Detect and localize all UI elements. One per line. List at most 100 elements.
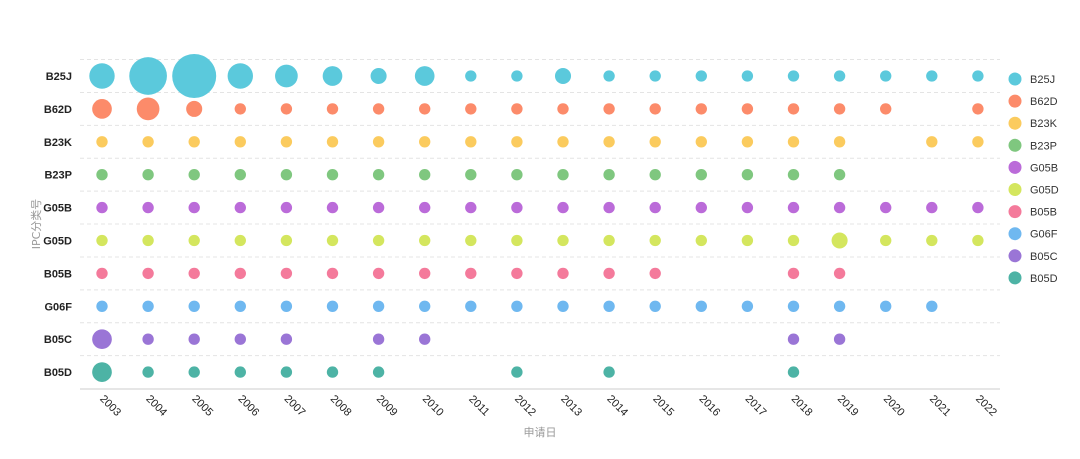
legend-item-g05d[interactable]: G05D	[1008, 183, 1059, 197]
bubble-g05d-2005[interactable]	[188, 234, 200, 247]
bubble-g06f-2011[interactable]	[465, 300, 477, 312]
bubble-b23p-2007[interactable]	[280, 169, 293, 181]
legend[interactable]: B25J B62D B23K B23P G05B G05D B05B G06F B05C B05D	[1008, 72, 1059, 285]
bubble-g05b-2003[interactable]	[96, 201, 108, 214]
bubble-g05b-2010[interactable]	[419, 201, 431, 214]
bubble-b62d-2016[interactable]	[695, 103, 707, 115]
bubble-b25j-2005[interactable]	[172, 54, 217, 98]
bubble-b23p-2019[interactable]	[833, 169, 846, 181]
bubble-g05d-2020[interactable]	[880, 234, 892, 247]
bubble-g05d-2008[interactable]	[326, 234, 339, 247]
bubble-b05d-2005[interactable]	[188, 366, 200, 378]
bubble-g05b-2018[interactable]	[787, 201, 800, 214]
bubble-b23k-2019[interactable]	[833, 136, 846, 148]
bubble-b62d-2018[interactable]	[787, 103, 800, 115]
bubble-b62d-2015[interactable]	[649, 103, 661, 115]
bubble-b23k-2018[interactable]	[787, 136, 800, 148]
bubble-b23k-2017[interactable]	[741, 136, 754, 148]
bubble-b62d-2009[interactable]	[372, 103, 385, 115]
bubble-g05b-2012[interactable]	[511, 201, 523, 214]
bubble-b05b-2006[interactable]	[234, 267, 246, 280]
bubble-b23k-2012[interactable]	[511, 136, 523, 148]
bubble-g05b-2020[interactable]	[880, 201, 892, 214]
bubble-b62d-2011[interactable]	[465, 103, 477, 115]
bubble-b23p-2012[interactable]	[511, 169, 523, 181]
bubble-g05b-2014[interactable]	[603, 201, 615, 214]
bubble-b05b-2004[interactable]	[142, 267, 154, 280]
bubble-b23p-2006[interactable]	[234, 169, 246, 181]
bubble-g06f-2004[interactable]	[142, 300, 154, 312]
bubble-b23k-2006[interactable]	[234, 136, 246, 148]
bubble-b23p-2016[interactable]	[695, 169, 707, 181]
bubble-g05b-2006[interactable]	[234, 201, 246, 214]
bubble-g06f-2006[interactable]	[234, 300, 246, 312]
legend-item-g05b[interactable]: G05B	[1008, 160, 1059, 175]
bubble-b05b-2013[interactable]	[557, 267, 569, 280]
bubble-g05d-2013[interactable]	[557, 234, 569, 247]
bubble-g05d-2021[interactable]	[926, 234, 938, 247]
bubble-b05d-2008[interactable]	[326, 366, 339, 378]
bubble-b25j-2017[interactable]	[741, 70, 754, 82]
bubble-b05d-2003[interactable]	[92, 362, 112, 382]
bubble-b23k-2009[interactable]	[372, 136, 385, 148]
bubble-b23p-2014[interactable]	[603, 169, 615, 181]
bubble-b05c-2003[interactable]	[92, 329, 112, 350]
bubble-b05b-2008[interactable]	[326, 267, 339, 280]
legend-item-b23k[interactable]: B23K	[1008, 116, 1058, 131]
bubble-b05c-2009[interactable]	[372, 333, 385, 345]
bubble-g06f-2009[interactable]	[372, 300, 385, 312]
bubble-b62d-2005[interactable]	[186, 100, 203, 117]
bubble-b23p-2017[interactable]	[741, 169, 754, 181]
bubble-b62d-2017[interactable]	[741, 103, 754, 115]
bubble-b25j-2020[interactable]	[880, 70, 892, 82]
bubble-g05b-2021[interactable]	[926, 201, 938, 214]
bubble-g05b-2022[interactable]	[972, 201, 984, 214]
bubble-b05b-2012[interactable]	[511, 267, 523, 280]
legend-item-b05b[interactable]: B05B	[1008, 205, 1057, 219]
bubble-b23k-2004[interactable]	[142, 136, 154, 148]
bubble-b62d-2006[interactable]	[234, 103, 246, 115]
bubble-g05d-2003[interactable]	[96, 234, 108, 247]
bubble-b05d-2006[interactable]	[234, 366, 246, 378]
bubble-b25j-2012[interactable]	[511, 70, 523, 82]
bubble-b25j-2015[interactable]	[649, 70, 661, 82]
bubble-b62d-2013[interactable]	[557, 103, 569, 115]
bubble-g05b-2016[interactable]	[695, 201, 707, 214]
bubble-b23p-2010[interactable]	[419, 169, 431, 181]
bubble-g05d-2015[interactable]	[649, 234, 661, 247]
bubble-g06f-2017[interactable]	[741, 300, 754, 312]
bubble-b62d-2020[interactable]	[880, 103, 892, 115]
bubble-g05b-2017[interactable]	[741, 201, 754, 214]
bubble-b23k-2007[interactable]	[280, 136, 293, 148]
bubble-g06f-2003[interactable]	[96, 300, 108, 312]
bubble-g05b-2007[interactable]	[280, 201, 293, 214]
bubble-g06f-2008[interactable]	[326, 300, 339, 312]
bubble-g06f-2015[interactable]	[649, 300, 661, 312]
bubble-b05d-2009[interactable]	[372, 366, 385, 378]
bubble-g05b-2008[interactable]	[326, 201, 339, 214]
bubble-b25j-2018[interactable]	[787, 70, 800, 82]
bubble-b23p-2015[interactable]	[649, 169, 661, 181]
bubble-b23k-2022[interactable]	[972, 136, 984, 148]
bubble-g05d-2014[interactable]	[603, 234, 615, 247]
bubble-b23k-2021[interactable]	[926, 136, 938, 148]
bubble-b25j-2013[interactable]	[554, 67, 572, 85]
bubble-b23k-2010[interactable]	[419, 136, 431, 148]
bubble-b05c-2018[interactable]	[787, 333, 800, 345]
bubble-b23p-2011[interactable]	[465, 169, 477, 181]
bubble-g05d-2018[interactable]	[787, 234, 800, 247]
bubble-b23k-2011[interactable]	[465, 136, 477, 148]
bubble-b05b-2009[interactable]	[372, 267, 385, 280]
bubble-g05d-2007[interactable]	[280, 234, 293, 247]
bubble-g05d-2004[interactable]	[142, 234, 154, 247]
bubble-g05d-2012[interactable]	[511, 234, 523, 247]
bubble-g05b-2015[interactable]	[649, 201, 661, 214]
bubble-g05d-2017[interactable]	[741, 234, 754, 247]
bubble-b05b-2014[interactable]	[603, 267, 615, 280]
bubble-b05d-2012[interactable]	[511, 366, 523, 378]
bubble-b25j-2022[interactable]	[972, 70, 984, 82]
bubble-b05b-2007[interactable]	[280, 267, 293, 280]
bubble-b05d-2014[interactable]	[603, 366, 615, 378]
bubble-g05b-2004[interactable]	[142, 201, 154, 214]
bubble-b05d-2007[interactable]	[280, 366, 293, 378]
